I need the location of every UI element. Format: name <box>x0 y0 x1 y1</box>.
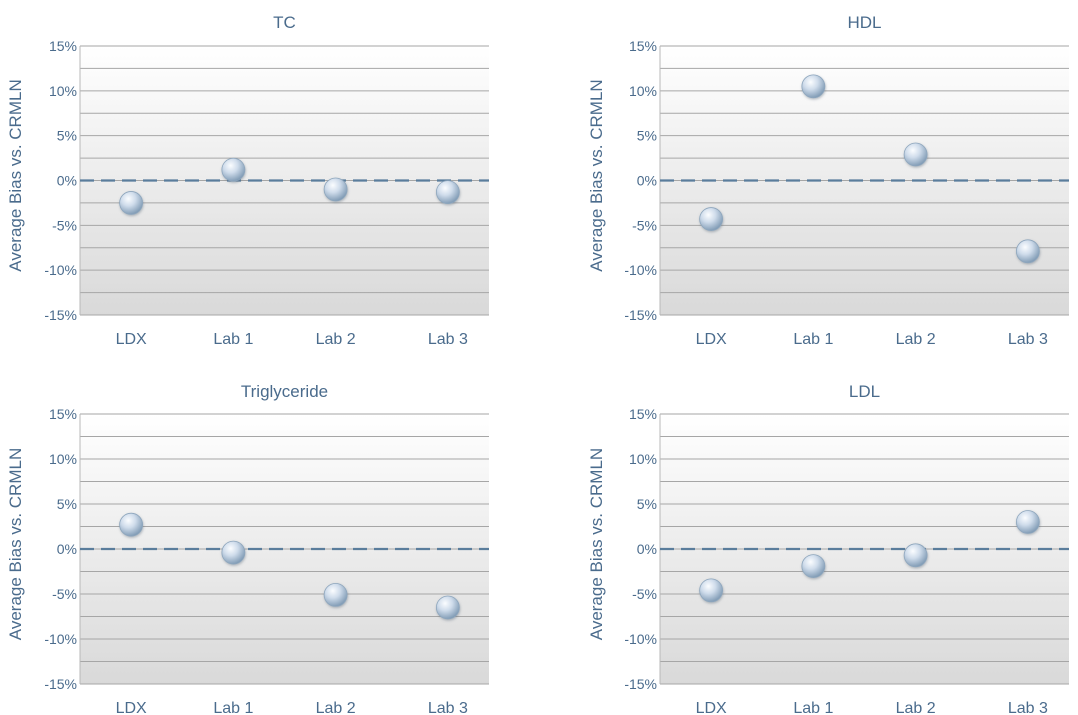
y-tick-label: -5% <box>52 217 77 233</box>
data-point <box>221 540 246 565</box>
y-tick-label: 15% <box>49 38 77 54</box>
y-tick-label: -15% <box>44 307 77 323</box>
x-tick-label: LDX <box>696 700 727 715</box>
y-tick-label: 0% <box>637 173 657 189</box>
x-tick-label: Lab 1 <box>213 700 253 715</box>
y-tick-label: 10% <box>629 83 657 99</box>
chart-title: LDL <box>849 382 880 401</box>
chart-panel: 15% 10% 5% 0% -5% -10% -15% LDX Lab 1 Lab 2 Lab 3 L… <box>587 382 1069 715</box>
y-tick-label: 15% <box>49 406 77 422</box>
y-tick-label: 0% <box>57 173 77 189</box>
y-axis-label: Average Bias vs. CRMLN <box>587 448 606 640</box>
y-tick-label: 5% <box>57 496 77 512</box>
chart-panel: 15% 10% 5% 0% -5% -10% -15% LDX Lab 1 Lab 2 Lab 3 T… <box>6 13 489 348</box>
y-tick-label: 5% <box>637 128 657 144</box>
x-tick-label: Lab 3 <box>1008 331 1048 348</box>
data-point <box>323 583 348 607</box>
data-point <box>699 207 724 231</box>
data-point <box>1015 239 1040 264</box>
y-tick-label: 10% <box>49 83 77 99</box>
x-tick-label: Lab 1 <box>793 700 833 715</box>
x-tick-label: LDX <box>116 331 147 348</box>
chart-panel: 15% 10% 5% 0% -5% -10% -15% LDX Lab 1 Lab 2 Lab 3 T… <box>6 382 489 715</box>
x-tick-label: Lab 2 <box>896 331 936 348</box>
x-tick-label: Lab 2 <box>316 700 356 715</box>
x-tick-label: Lab 3 <box>1008 700 1048 715</box>
y-tick-label: -10% <box>44 262 77 278</box>
data-point <box>1015 510 1040 534</box>
data-point <box>221 157 246 182</box>
y-tick-label: -10% <box>624 262 657 278</box>
y-tick-label: 0% <box>637 541 657 557</box>
y-axis-label: Average Bias vs. CRMLN <box>587 79 606 271</box>
data-point <box>435 595 460 620</box>
x-tick-label: LDX <box>116 700 147 715</box>
y-tick-label: -5% <box>52 586 77 602</box>
x-tick-label: Lab 1 <box>793 331 833 348</box>
chart-title: Triglyceride <box>241 382 328 401</box>
y-tick-label: 10% <box>49 451 77 467</box>
data-point <box>903 543 928 568</box>
data-point <box>801 74 826 99</box>
chart-panel: 15% 10% 5% 0% -5% -10% -15% LDX Lab 1 Lab 2 Lab 3 H… <box>587 13 1069 348</box>
y-tick-label: 15% <box>629 38 657 54</box>
x-tick-label: Lab 3 <box>428 700 468 715</box>
x-tick-label: Lab 2 <box>896 700 936 715</box>
data-point <box>323 177 348 202</box>
data-point <box>119 191 144 215</box>
data-point <box>119 512 144 537</box>
y-tick-label: 5% <box>57 128 77 144</box>
data-point <box>699 578 724 603</box>
y-tick-label: 0% <box>57 541 77 557</box>
y-tick-label: -15% <box>624 676 657 692</box>
data-point <box>903 142 928 167</box>
y-tick-label: -5% <box>632 217 657 233</box>
y-tick-label: 15% <box>629 406 657 422</box>
chart-title: TC <box>273 13 296 32</box>
data-point <box>801 554 826 578</box>
y-tick-label: 5% <box>637 496 657 512</box>
chart-title: HDL <box>847 13 881 32</box>
y-tick-label: -15% <box>624 307 657 323</box>
x-tick-label: Lab 1 <box>213 331 253 348</box>
y-tick-label: 10% <box>629 451 657 467</box>
x-tick-label: LDX <box>696 331 727 348</box>
y-axis-label: Average Bias vs. CRMLN <box>6 79 25 271</box>
x-tick-label: Lab 3 <box>428 331 468 348</box>
y-tick-label: -10% <box>44 631 77 647</box>
y-tick-label: -15% <box>44 676 77 692</box>
y-axis-label: Average Bias vs. CRMLN <box>6 448 25 640</box>
x-tick-label: Lab 2 <box>316 331 356 348</box>
data-point <box>435 180 460 205</box>
y-tick-label: -5% <box>632 586 657 602</box>
y-tick-label: -10% <box>624 631 657 647</box>
